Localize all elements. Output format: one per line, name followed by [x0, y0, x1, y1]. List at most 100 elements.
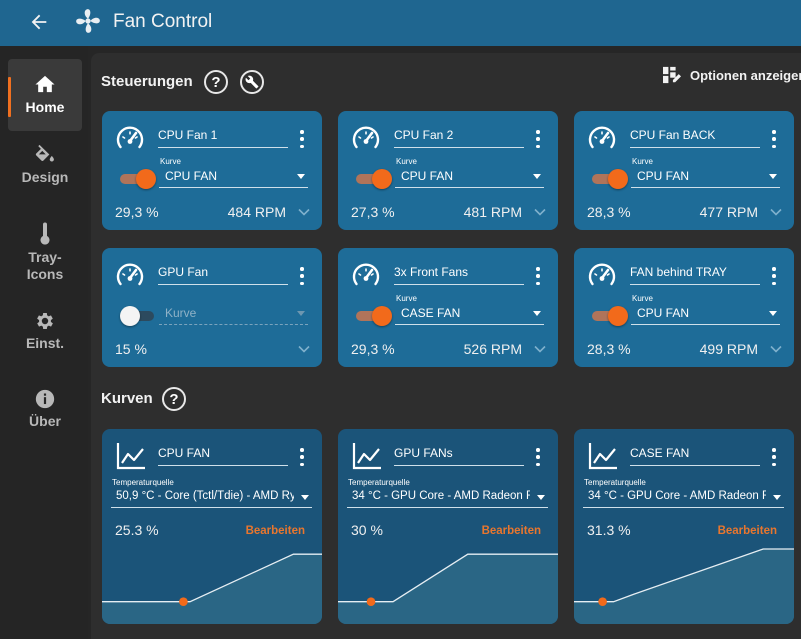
fan-enable-toggle[interactable]: [356, 306, 392, 326]
current-point-marker: [179, 597, 188, 607]
fan-rpm: 499 RPM: [699, 341, 758, 357]
dropdown-caret-icon: [533, 311, 541, 316]
curve-output-percent: 25.3 %: [115, 522, 159, 538]
temperature-source-label: Temperaturquelle: [584, 478, 646, 487]
card-menu-button[interactable]: [534, 448, 542, 466]
fan-rpm: 481 RPM: [463, 204, 522, 220]
card-menu-button[interactable]: [770, 130, 778, 148]
fan-control-card: CPU Fan 1 Kurve CPU FAN 29,3 % 484 RPM: [102, 111, 322, 230]
fan-rpm: 477 RPM: [699, 204, 758, 220]
card-menu-button[interactable]: [534, 267, 542, 285]
temperature-source-select[interactable]: Temperaturquelle 50,9 °C - Core (Tctl/Tdi…: [111, 476, 312, 508]
chevron-down-icon[interactable]: [298, 345, 310, 353]
fan-rpm: 484 RPM: [227, 204, 286, 220]
sidebar-item-design[interactable]: Design: [8, 144, 82, 204]
chevron-down-icon[interactable]: [534, 345, 546, 353]
curve-select[interactable]: Kurve CASE FAN: [395, 292, 544, 325]
curves-heading: Kurven: [101, 390, 153, 407]
edit-curve-button[interactable]: Bearbeiten: [245, 525, 305, 537]
chevron-down-icon[interactable]: [770, 345, 782, 353]
fan-name-input[interactable]: 3x Front Fans: [394, 263, 524, 285]
sidebar-item-about[interactable]: Über: [8, 388, 82, 438]
fan-name-input[interactable]: FAN behind TRAY: [630, 263, 760, 285]
controls-tools-button[interactable]: [240, 70, 264, 94]
chevron-down-icon[interactable]: [298, 208, 310, 216]
card-menu-button[interactable]: [298, 130, 306, 148]
fan-enable-toggle[interactable]: [592, 306, 628, 326]
curve-select-value: CASE FAN: [401, 306, 461, 320]
curve-name-input[interactable]: CASE FAN: [630, 444, 760, 466]
curve-name-input[interactable]: GPU FANs: [394, 444, 524, 466]
controls-help-button[interactable]: ?: [204, 70, 228, 94]
back-button[interactable]: [26, 9, 52, 35]
edit-curve-button[interactable]: Bearbeiten: [481, 525, 541, 537]
show-options-button[interactable]: Optionen anzeigen: [662, 66, 801, 84]
card-menu-button[interactable]: [534, 130, 542, 148]
temperature-source-value: 34 °C - GPU Core - AMD Radeon RX 6800: [352, 490, 530, 502]
fan-name-input[interactable]: CPU Fan BACK: [630, 126, 760, 148]
fan-enable-toggle[interactable]: [120, 306, 156, 326]
card-menu-button[interactable]: [770, 267, 778, 285]
fan-name-input[interactable]: GPU Fan: [158, 263, 288, 285]
curve-line: [338, 553, 558, 603]
curve-select[interactable]: Kurve CPU FAN: [631, 155, 780, 188]
curve-select[interactable]: Kurve CPU FAN: [631, 292, 780, 325]
fan-name-input[interactable]: CPU Fan 2: [394, 126, 524, 148]
help-icon: ?: [169, 390, 179, 408]
fan-percent: 27,3 %: [351, 204, 395, 220]
active-indicator: [8, 77, 11, 117]
gauge-icon: [588, 263, 616, 286]
chevron-down-icon[interactable]: [534, 208, 546, 216]
dropdown-caret-icon: [301, 495, 309, 500]
info-icon: [35, 389, 55, 409]
fan-enable-toggle[interactable]: [592, 169, 628, 189]
fan-curve-card: CPU FAN Temperaturquelle 50,9 °C - Core (T…: [102, 429, 322, 624]
sidebar: Home Design Tray- Icons Einst. Über: [0, 46, 88, 639]
fan-percent: 28,3 %: [587, 341, 631, 357]
sidebar-item-home[interactable]: Home: [8, 59, 82, 131]
curve-select-value: CPU FAN: [401, 169, 454, 183]
thermometer-icon: [40, 222, 50, 245]
curve-select[interactable]: Kurve CPU FAN: [159, 155, 308, 188]
curve-name-input[interactable]: CPU FAN: [158, 444, 288, 466]
fan-percent: 28,3 %: [587, 204, 631, 220]
current-point-marker: [366, 597, 376, 607]
gauge-icon: [116, 263, 144, 286]
help-icon: ?: [211, 73, 221, 91]
curve-select[interactable]: Kurve: [159, 292, 308, 325]
card-menu-button[interactable]: [298, 267, 306, 285]
curve-select-label: Kurve: [396, 294, 417, 303]
chevron-down-icon[interactable]: [770, 208, 782, 216]
curve-graph: [102, 553, 322, 624]
fan-rpm: 526 RPM: [463, 341, 522, 357]
fan-control-card: GPU Fan Kurve 15 %: [102, 248, 322, 367]
temperature-source-select[interactable]: Temperaturquelle 34 °C - GPU Core - AMD R…: [583, 476, 784, 508]
curve-output-percent: 30 %: [351, 522, 383, 538]
curve-select-value: CPU FAN: [637, 169, 690, 183]
dropdown-caret-icon: [537, 495, 545, 500]
curve-graph: [574, 548, 794, 624]
fan-enable-toggle[interactable]: [356, 169, 392, 189]
curve-select-label: Kurve: [632, 294, 653, 303]
curve-select[interactable]: Kurve CPU FAN: [395, 155, 544, 188]
card-menu-button[interactable]: [770, 448, 778, 466]
fan-control-card: CPU Fan BACK Kurve CPU FAN 28,3 % 477 RPM: [574, 111, 794, 230]
gauge-icon: [116, 126, 144, 149]
sidebar-item-tray-icons[interactable]: Tray- Icons: [8, 222, 82, 284]
temperature-source-select[interactable]: Temperaturquelle 34 °C - GPU Core - AMD R…: [347, 476, 548, 508]
fan-percent: 29,3 %: [115, 204, 159, 220]
edit-curve-button[interactable]: Bearbeiten: [717, 525, 777, 537]
fan-name-input[interactable]: CPU Fan 1: [158, 126, 288, 148]
gear-icon: [37, 313, 53, 329]
curve-select-value: CPU FAN: [637, 306, 690, 320]
curve-select-placeholder: Kurve: [165, 306, 197, 320]
curves-help-button[interactable]: ?: [162, 387, 186, 411]
fan-control-card: CPU Fan 2 Kurve CPU FAN 27,3 % 481 RPM: [338, 111, 558, 230]
title-bar: Fan Control: [0, 0, 801, 46]
sidebar-item-settings[interactable]: Einst.: [8, 310, 82, 360]
curve-graph: [338, 553, 558, 624]
curve-select-value: CPU FAN: [165, 169, 218, 183]
card-menu-button[interactable]: [298, 448, 306, 466]
fan-enable-toggle[interactable]: [120, 169, 156, 189]
sidebar-item-label: Über: [29, 413, 61, 429]
